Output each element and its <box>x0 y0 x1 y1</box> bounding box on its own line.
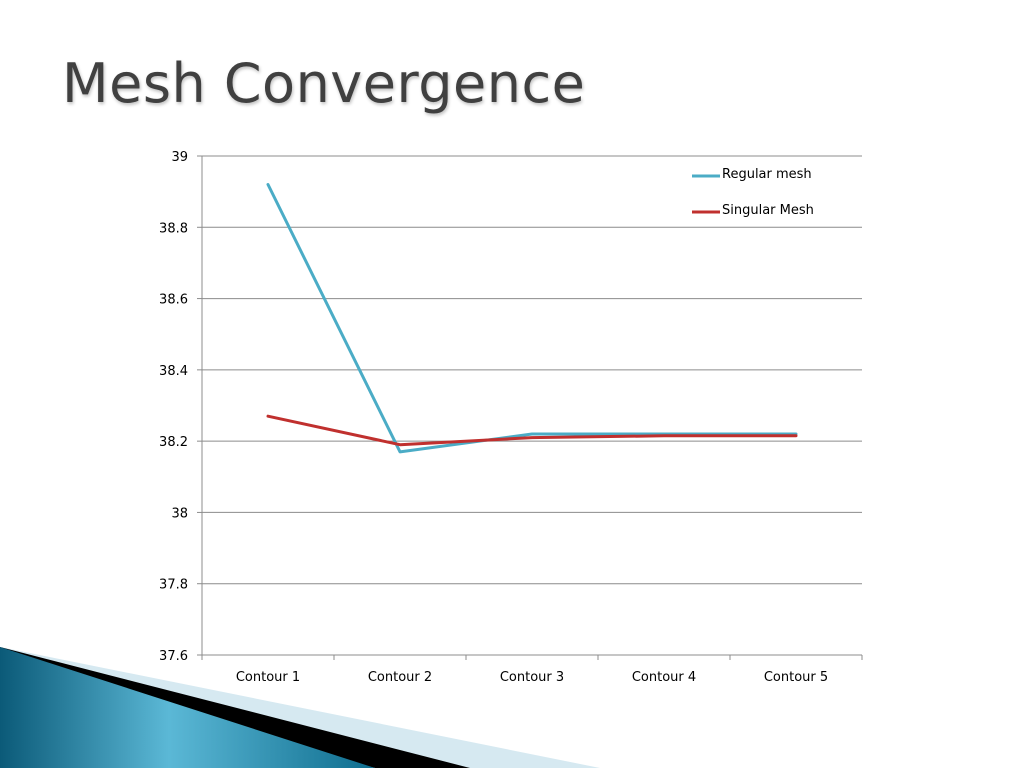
gridlines <box>202 155 862 585</box>
legend-label: Regular mesh <box>722 167 812 182</box>
x-tick-label: Contour 4 <box>632 670 696 685</box>
y-tick-label: 38.2 <box>159 435 188 450</box>
y-tick-label: 39 <box>171 150 188 165</box>
y-tick-label: 38.4 <box>159 364 188 379</box>
y-tick-label: 37.8 <box>159 578 188 593</box>
axes <box>197 155 863 660</box>
x-tick-labels: Contour 1 Contour 2 Contour 3 Contour 4 Cont… <box>236 670 828 685</box>
y-tick-label: 38.6 <box>159 293 188 308</box>
y-tick-label: 38 <box>171 506 188 521</box>
x-tick-label: Contour 5 <box>764 670 828 685</box>
decor-teal-band <box>0 647 375 768</box>
legend: Regular mesh Singular Mesh <box>692 167 814 218</box>
x-tick-label: Contour 1 <box>236 670 300 685</box>
x-tick-label: Contour 2 <box>368 670 432 685</box>
slide-title: Mesh Convergence <box>62 52 586 115</box>
y-tick-label: 38.8 <box>159 221 188 236</box>
y-tick-label: 37.6 <box>159 649 188 664</box>
x-tick-label: Contour 3 <box>500 670 564 685</box>
decor-pale-band <box>0 647 600 768</box>
series-line <box>266 414 798 447</box>
series-lines <box>266 183 798 454</box>
y-tick-labels: 37.6 37.8 38 38.2 38.4 38.6 38.8 39 <box>159 150 188 664</box>
legend-label: Singular Mesh <box>722 203 814 218</box>
decor-black-band <box>0 647 470 768</box>
series-line <box>266 183 798 454</box>
